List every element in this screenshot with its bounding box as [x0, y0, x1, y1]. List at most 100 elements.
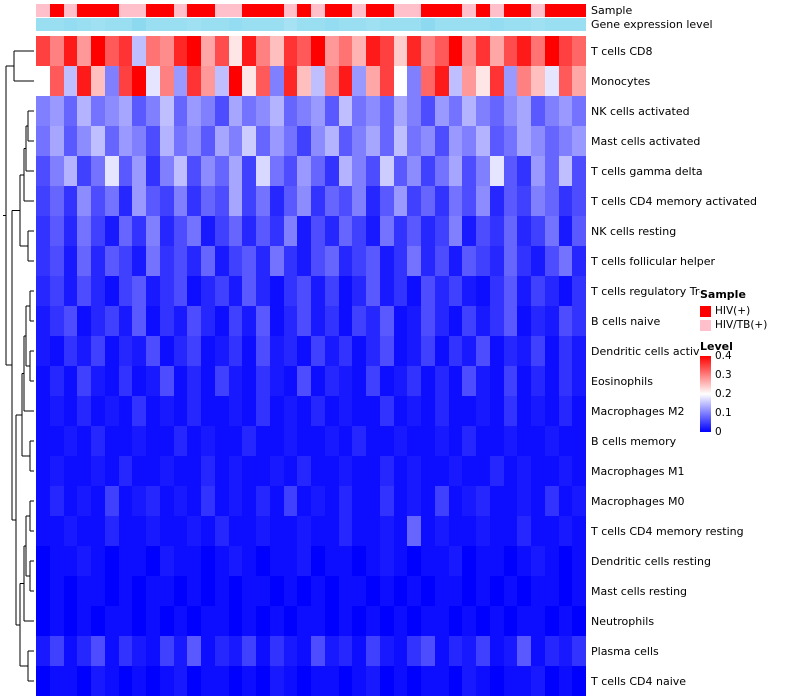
heatmap-cell [558, 66, 573, 96]
heatmap-cell [558, 576, 573, 606]
heatmap-cell [558, 126, 573, 156]
heatmap-cell [448, 396, 463, 426]
heatmap-cell [324, 576, 339, 606]
heatmap-cell [448, 276, 463, 306]
heatmap-cell [256, 306, 270, 336]
heatmap-row [36, 276, 586, 306]
sample-annotation-cell [146, 4, 160, 17]
sample-annotation-cell [256, 4, 270, 17]
heatmap-cell [36, 456, 50, 486]
heatmap-cell [214, 396, 229, 426]
sample-annotation-bar [36, 4, 586, 17]
heatmap-cell [283, 186, 298, 216]
heatmap-cell [324, 156, 339, 186]
heatmap-cell [132, 546, 146, 576]
heatmap-cell [489, 606, 504, 636]
heatmap-cell [91, 456, 105, 486]
heatmap-cell [324, 396, 339, 426]
heatmap-cell [393, 96, 408, 126]
heatmap-cell [407, 606, 421, 636]
heatmap-cell [462, 606, 476, 636]
heatmap-cell [201, 636, 215, 666]
heatmap-cell [448, 156, 463, 186]
heatmap-cell [201, 186, 215, 216]
heatmap-cell [201, 396, 215, 426]
heatmap-cell [214, 96, 229, 126]
heatmap-cell [201, 516, 215, 546]
sample-annotation-cell [324, 4, 339, 17]
heatmap-cell [462, 396, 476, 426]
heatmap-cell [352, 96, 366, 126]
heatmap-cell [283, 516, 298, 546]
heatmap-cell [544, 516, 559, 546]
heatmap-cell [242, 396, 256, 426]
heatmap-cell [338, 426, 353, 456]
heatmap-grid [36, 36, 586, 696]
heatmap-cell [448, 456, 463, 486]
row-label: T cells CD4 naive [591, 674, 687, 688]
sample-annotation-cell [572, 4, 586, 17]
heatmap-cell [572, 126, 586, 156]
heatmap-cell [407, 126, 421, 156]
heatmap-row [36, 546, 586, 576]
heatmap-cell [132, 306, 146, 336]
heatmap-cell [407, 66, 421, 96]
heatmap-cell [558, 306, 573, 336]
heatmap-cell [283, 66, 298, 96]
heatmap-cell [338, 246, 353, 276]
heatmap-cell [448, 486, 463, 516]
heatmap-cell [544, 306, 559, 336]
heatmap-cell [572, 666, 586, 696]
heatmap-cell [118, 36, 133, 66]
heatmap-cell [311, 546, 325, 576]
expression-annotation-cell [476, 18, 490, 31]
heatmap-cell [352, 636, 366, 666]
heatmap-cell [503, 576, 518, 606]
heatmap-cell [379, 606, 394, 636]
heatmap-cell [531, 96, 545, 126]
heatmap-cell [146, 96, 160, 126]
heatmap-cell [489, 456, 504, 486]
heatmap-cell [104, 456, 119, 486]
heatmap-cell [462, 636, 476, 666]
heatmap-cell [77, 336, 91, 366]
heatmap-cell [352, 156, 366, 186]
heatmap-cell [63, 486, 78, 516]
heatmap-cell [49, 456, 64, 486]
heatmap-cell [132, 576, 146, 606]
heatmap-cell [489, 36, 504, 66]
heatmap-cell [379, 306, 394, 336]
heatmap-cell [132, 246, 146, 276]
heatmap-cell [407, 336, 421, 366]
heatmap-cell [338, 576, 353, 606]
heatmap-cell [201, 156, 215, 186]
heatmap-cell [407, 666, 421, 696]
heatmap-cell [366, 246, 380, 276]
heatmap-cell [201, 426, 215, 456]
heatmap-cell [462, 486, 476, 516]
sample-annotation-label: Sample [591, 4, 633, 17]
heatmap-cell [104, 396, 119, 426]
heatmap-cell [379, 96, 394, 126]
heatmap-cell [324, 66, 339, 96]
heatmap-cell [132, 36, 146, 66]
heatmap-cell [517, 156, 531, 186]
heatmap-cell [132, 666, 146, 696]
heatmap-cell [379, 366, 394, 396]
heatmap-cell [352, 606, 366, 636]
heatmap-cell [489, 576, 504, 606]
heatmap-cell [63, 96, 78, 126]
heatmap-cell [324, 486, 339, 516]
heatmap-cell [228, 96, 243, 126]
heatmap-cell [104, 336, 119, 366]
heatmap-cell [77, 366, 91, 396]
colorbar-ticks: 0.4 0.3 0.2 0.1 0 [715, 351, 749, 438]
heatmap-cell [544, 576, 559, 606]
heatmap-cell [476, 366, 490, 396]
heatmap-cell [434, 486, 449, 516]
heatmap-cell [366, 276, 380, 306]
heatmap-cell [421, 576, 435, 606]
heatmap-cell [187, 216, 201, 246]
expression-annotation-cell [572, 18, 586, 31]
heatmap-cell [283, 216, 298, 246]
